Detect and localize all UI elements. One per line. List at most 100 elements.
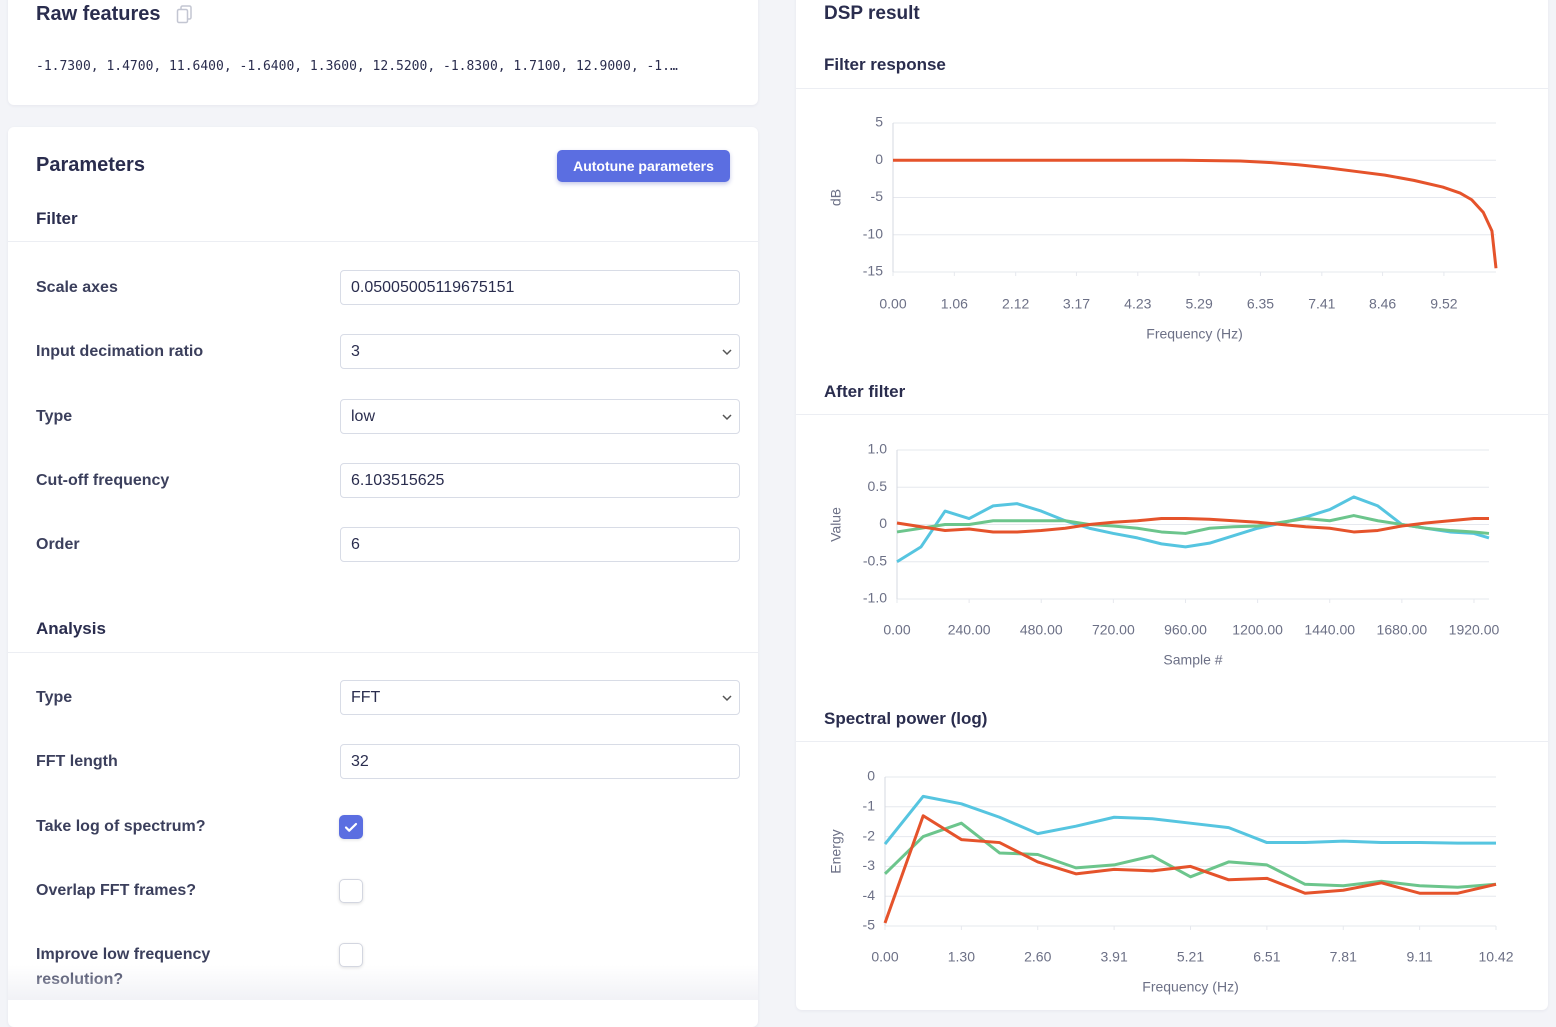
x-tick-label: 9.11 bbox=[1407, 949, 1433, 965]
select-input[interactable]: FFT bbox=[340, 680, 740, 715]
field-label: Take log of spectrum? bbox=[36, 817, 206, 835]
chevron bbox=[722, 349, 732, 356]
y-tick-label: -15 bbox=[863, 263, 883, 279]
field-label: Order bbox=[36, 536, 80, 554]
chevron bbox=[722, 414, 732, 420]
scroll-fade bbox=[8, 965, 758, 1000]
raw-features-text: -1.7300, 1.4700, 11.6400, -1.6400, 1.360… bbox=[36, 59, 678, 74]
copy-icon[interactable] bbox=[175, 4, 195, 24]
y-tick-label: -10 bbox=[863, 225, 883, 241]
x-tick-label: 5.21 bbox=[1177, 949, 1204, 965]
y-tick-label: -3 bbox=[863, 857, 876, 873]
y-axis-title: Value bbox=[828, 507, 844, 542]
page: Raw features -1.7300, 1.4700, 11.6400, -… bbox=[8, 0, 1548, 1027]
y-tick-label: 1.0 bbox=[868, 441, 888, 457]
x-tick-label: 1920.00 bbox=[1449, 622, 1500, 638]
x-tick-label: 6.35 bbox=[1247, 296, 1274, 312]
field-label: Type bbox=[36, 689, 73, 706]
chart-divider bbox=[796, 88, 1548, 89]
parameters-title: Parameters bbox=[36, 154, 145, 176]
series-line bbox=[883, 814, 1497, 924]
y-tick-label: -5 bbox=[871, 188, 884, 204]
text-input[interactable]: 0.05005005119675151 bbox=[340, 270, 740, 305]
x-axis-title: Frequency (Hz) bbox=[1142, 979, 1238, 995]
select-input[interactable]: 3 bbox=[340, 334, 740, 370]
y-tick-label: -4 bbox=[863, 887, 876, 903]
y-tick-label: 5 bbox=[875, 114, 883, 130]
input-value: 6 bbox=[351, 536, 360, 554]
series-line bbox=[896, 517, 1489, 534]
series-line bbox=[883, 821, 1497, 889]
group-divider bbox=[8, 241, 758, 242]
x-tick-label: 6.51 bbox=[1253, 949, 1280, 965]
check-icon bbox=[344, 822, 358, 832]
chart-title: Spectral power (log) bbox=[824, 709, 988, 728]
text-input[interactable]: 32 bbox=[340, 744, 740, 780]
x-tick-label: 1.06 bbox=[941, 296, 968, 312]
autotune-button[interactable]: Autotune parameters bbox=[557, 150, 730, 182]
x-tick-label: 7.81 bbox=[1330, 949, 1357, 965]
checkbox[interactable] bbox=[339, 814, 363, 839]
y-tick-label: 0 bbox=[879, 515, 887, 531]
y-axis-title: dB bbox=[828, 189, 844, 206]
x-axis-title: Frequency (Hz) bbox=[1146, 326, 1242, 342]
input-value: 0.05005005119675151 bbox=[351, 279, 515, 296]
y-tick-label: 0.5 bbox=[868, 478, 888, 494]
select-input[interactable]: low bbox=[340, 398, 740, 434]
y-tick-label: -2 bbox=[863, 827, 876, 843]
input-value: 6.103515625 bbox=[351, 471, 445, 489]
field-label: FFT length bbox=[36, 753, 118, 771]
field-label: Type bbox=[36, 407, 73, 425]
x-tick-label: 2.12 bbox=[1002, 296, 1029, 312]
y-tick-label: 0 bbox=[875, 151, 883, 167]
checkbox[interactable] bbox=[339, 878, 363, 903]
x-tick-label: 5.29 bbox=[1186, 296, 1213, 312]
field-label: Cut-off frequency bbox=[36, 471, 170, 489]
y-axis-title: Energy bbox=[828, 829, 844, 873]
chart-title: Filter response bbox=[824, 55, 946, 74]
x-tick-label: 8.46 bbox=[1369, 296, 1396, 312]
input-value: 32 bbox=[351, 753, 369, 771]
x-tick-label: 4.23 bbox=[1124, 296, 1151, 312]
raw-features-title: Raw features bbox=[36, 3, 161, 25]
x-tick-label: 0.00 bbox=[879, 296, 906, 312]
raw-features-panel bbox=[8, 0, 758, 105]
input-value: low bbox=[351, 407, 376, 425]
x-tick-label: 480.00 bbox=[1020, 622, 1063, 638]
field-label: Overlap FFT frames? bbox=[36, 881, 197, 899]
x-tick-label: 9.52 bbox=[1430, 296, 1457, 312]
x-tick-label: 240.00 bbox=[948, 622, 991, 638]
y-tick-label: -0.5 bbox=[863, 552, 887, 568]
group-heading: Analysis bbox=[36, 619, 106, 638]
y-tick-label: 0 bbox=[867, 768, 875, 784]
series-line bbox=[883, 794, 1496, 845]
x-axis-title: Sample # bbox=[1163, 652, 1222, 668]
dsp-charts: 5 0 -5 -10 -15 0.00 1.06 2.12 3.17 4.23 5.29 6.35 7.… bbox=[828, 114, 1514, 995]
series-line bbox=[896, 495, 1490, 564]
text-input[interactable]: 6.103515625 bbox=[340, 462, 740, 498]
x-tick-label: 10.42 bbox=[1478, 949, 1513, 965]
group-heading: Filter bbox=[36, 209, 78, 228]
x-tick-label: 0.00 bbox=[871, 949, 898, 965]
y-tick-label: -1.0 bbox=[863, 590, 887, 606]
chart-title: After filter bbox=[824, 382, 906, 401]
checkbox[interactable] bbox=[339, 943, 363, 968]
dsp-title: DSP result bbox=[824, 3, 920, 24]
input-value: 3 bbox=[351, 343, 360, 361]
chevron bbox=[722, 695, 732, 702]
x-tick-label: 2.60 bbox=[1024, 949, 1051, 965]
x-tick-label: 720.00 bbox=[1092, 622, 1135, 638]
group-divider bbox=[8, 652, 758, 653]
x-tick-label: 3.17 bbox=[1063, 296, 1090, 312]
x-tick-label: 7.41 bbox=[1308, 296, 1335, 312]
chart-divider bbox=[796, 414, 1548, 415]
x-tick-label: 0.00 bbox=[883, 622, 910, 638]
text-input[interactable]: 6 bbox=[340, 527, 740, 563]
input-value: FFT bbox=[351, 689, 381, 706]
series-line bbox=[896, 514, 1490, 535]
y-tick-label: -5 bbox=[863, 917, 876, 933]
chart-divider bbox=[796, 741, 1548, 742]
field-label: Input decimation ratio bbox=[36, 343, 204, 361]
x-tick-label: 3.91 bbox=[1101, 949, 1128, 965]
x-tick-label: 1440.00 bbox=[1304, 622, 1355, 638]
